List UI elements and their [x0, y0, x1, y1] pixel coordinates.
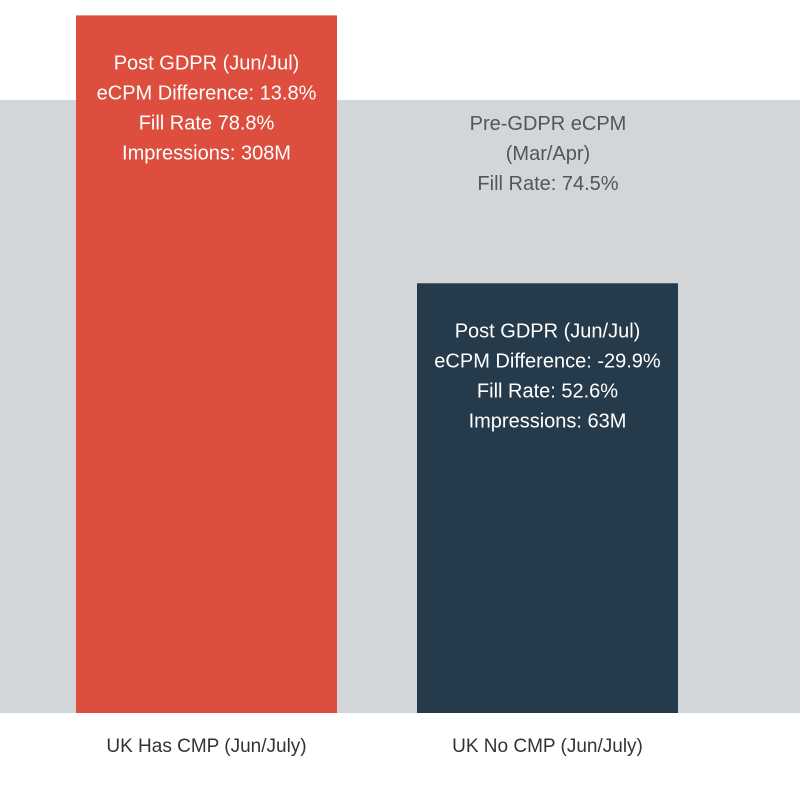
bar-1-label-line: Impressions: 308M — [122, 142, 291, 164]
bar-2 — [417, 283, 678, 713]
bar-1-label-line: eCPM Difference: 13.8% — [97, 82, 317, 104]
baseline-label: Pre-GDPR eCPM (Mar/Apr) Fill Rate: 74.5% — [470, 113, 627, 195]
category-label-1: UK Has CMP (Jun/July) — [106, 736, 306, 757]
bar-2-label-line: Post GDPR (Jun/Jul) — [455, 320, 641, 342]
bar-1 — [76, 15, 337, 713]
bar-2-label-line: Impressions: 63M — [469, 410, 627, 432]
category-labels: UK Has CMP (Jun/July) UK No CMP (Jun/July… — [106, 736, 643, 757]
category-label-2: UK No CMP (Jun/July) — [452, 736, 643, 757]
bar-1-label-line: Fill Rate 78.8% — [139, 112, 275, 134]
baseline-label-line: Pre-GDPR eCPM — [470, 113, 627, 135]
bar-2-label-line: eCPM Difference: -29.9% — [434, 350, 661, 372]
bar-1-label-line: Post GDPR (Jun/Jul) — [114, 52, 300, 74]
baseline-label-line: Fill Rate: 74.5% — [477, 173, 618, 195]
bar-labels: Post GDPR (Jun/Jul) eCPM Difference: 13.8… — [97, 52, 661, 432]
bars — [76, 15, 678, 713]
baseline-label-line: (Mar/Apr) — [506, 143, 590, 165]
bar-2-label-line: Fill Rate: 52.6% — [477, 380, 618, 402]
